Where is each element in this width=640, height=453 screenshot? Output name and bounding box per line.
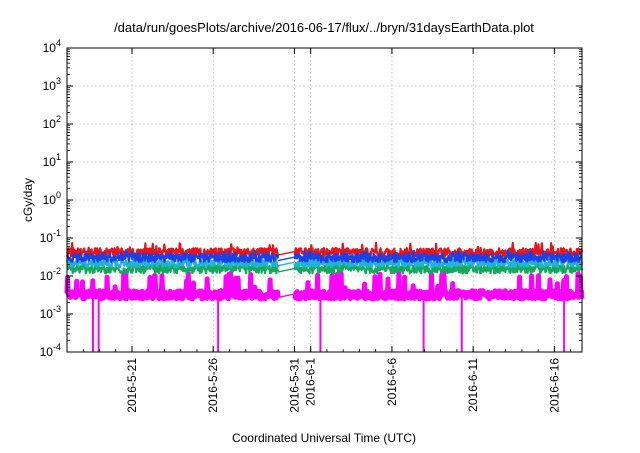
gap-bridge [278, 256, 295, 262]
gap-bridge [278, 267, 295, 273]
y-tick-label: 101 [43, 152, 61, 169]
y-tick-label: 103 [43, 76, 61, 93]
y-axis-label: cGy/day [21, 178, 35, 222]
x-tick-label: 2016-5-21 [125, 358, 139, 413]
grid-layer [67, 48, 582, 352]
y-tick-label: 10-2 [40, 266, 61, 283]
gap-bridge [278, 250, 295, 256]
x-tick-label: 2016-6-16 [547, 358, 561, 413]
gap-bridge [278, 261, 295, 267]
y-tick-label: 10-1 [40, 228, 61, 245]
x-tick-label: 2016-6-1 [304, 358, 318, 406]
x-tick-label: 2016-5-31 [287, 358, 301, 413]
x-axis-label: Coordinated Universal Time (UTC) [232, 431, 416, 445]
series-line [293, 249, 583, 264]
axis-layer: 10-4 10-3 10-2 10-1 100 101 102 103 104 2016-5-21… [40, 38, 582, 413]
gap-bridge [278, 293, 295, 299]
x-tick-label: 2016-6-6 [385, 358, 399, 406]
y-tick-label: 102 [43, 114, 61, 131]
series-line [66, 249, 280, 264]
series-line [293, 262, 584, 275]
series-line [64, 270, 281, 302]
data-layer [64, 241, 585, 352]
y-tick-label: 10-3 [40, 304, 61, 321]
y-tick-label: 100 [43, 190, 61, 207]
series-line [292, 270, 585, 302]
x-tick-label: 2016-6-11 [466, 358, 480, 412]
y-tick-label: 104 [43, 38, 61, 55]
y-tick-label: 10-4 [40, 342, 61, 359]
chart-title: /data/run/goesPlots/archive/2016-06-17/f… [114, 20, 534, 35]
x-tick-label: 2016-5-26 [206, 358, 220, 413]
